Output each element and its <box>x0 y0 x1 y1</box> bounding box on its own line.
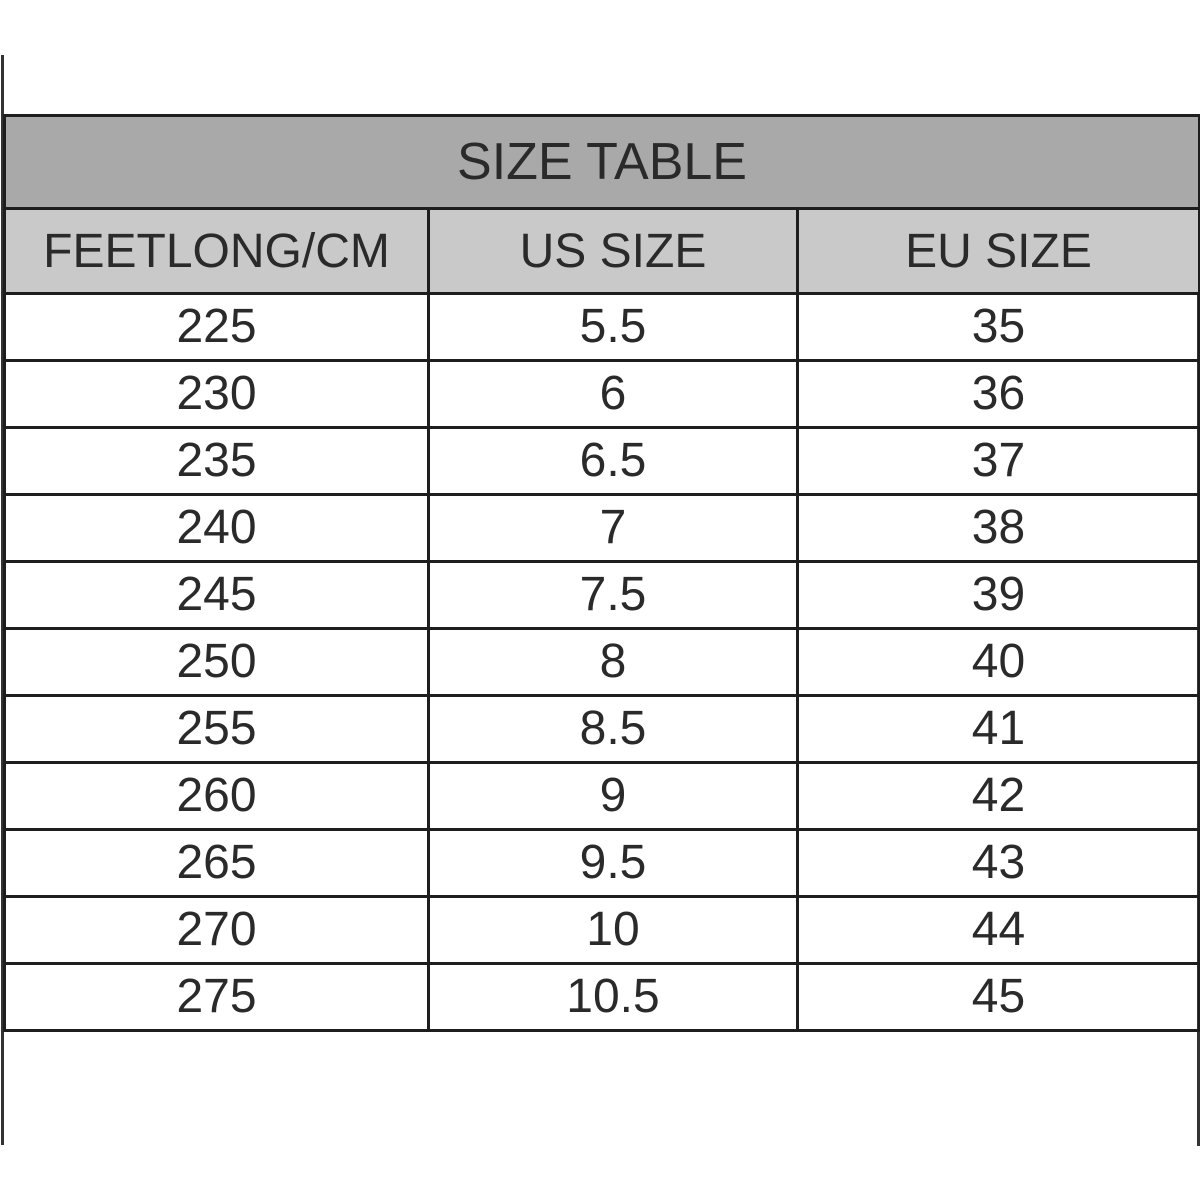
header-us-size: US SIZE <box>427 207 799 295</box>
eu-size-cell: 40 <box>796 627 1200 697</box>
left-edge-line <box>1 55 4 1145</box>
table-row: 245 7.5 39 <box>3 560 1200 630</box>
size-table: SIZE TABLE FEETLONG/CM US SIZE EU SIZE 2… <box>3 114 1200 1032</box>
table-row: 275 10.5 45 <box>3 962 1200 1032</box>
eu-size-cell: 43 <box>796 828 1200 898</box>
feetlong-cell: 265 <box>3 828 430 898</box>
feetlong-cell: 240 <box>3 493 430 563</box>
us-size-cell: 9 <box>427 761 799 831</box>
table-row: 235 6.5 37 <box>3 426 1200 496</box>
eu-size-cell: 38 <box>796 493 1200 563</box>
feetlong-cell: 230 <box>3 359 430 429</box>
eu-size-cell: 39 <box>796 560 1200 630</box>
table-row: 230 6 36 <box>3 359 1200 429</box>
header-eu-size: EU SIZE <box>796 207 1200 295</box>
table-row: 260 9 42 <box>3 761 1200 831</box>
table-row: 270 10 44 <box>3 895 1200 965</box>
feetlong-cell: 255 <box>3 694 430 764</box>
table-row: 265 9.5 43 <box>3 828 1200 898</box>
us-size-cell: 10.5 <box>427 962 799 1032</box>
us-size-cell: 7 <box>427 493 799 563</box>
feetlong-cell: 245 <box>3 560 430 630</box>
table-row: 250 8 40 <box>3 627 1200 697</box>
feetlong-cell: 250 <box>3 627 430 697</box>
us-size-cell: 6.5 <box>427 426 799 496</box>
eu-size-cell: 36 <box>796 359 1200 429</box>
us-size-cell: 8 <box>427 627 799 697</box>
table-title: SIZE TABLE <box>3 114 1200 210</box>
eu-size-cell: 37 <box>796 426 1200 496</box>
table-row: 225 5.5 35 <box>3 292 1200 362</box>
feetlong-cell: 260 <box>3 761 430 831</box>
eu-size-cell: 45 <box>796 962 1200 1032</box>
feetlong-cell: 270 <box>3 895 430 965</box>
us-size-cell: 6 <box>427 359 799 429</box>
us-size-cell: 5.5 <box>427 292 799 362</box>
us-size-cell: 10 <box>427 895 799 965</box>
eu-size-cell: 41 <box>796 694 1200 764</box>
feetlong-cell: 275 <box>3 962 430 1032</box>
feetlong-cell: 225 <box>3 292 430 362</box>
table-row: 240 7 38 <box>3 493 1200 563</box>
eu-size-cell: 35 <box>796 292 1200 362</box>
header-feetlong: FEETLONG/CM <box>3 207 430 295</box>
us-size-cell: 7.5 <box>427 560 799 630</box>
us-size-cell: 9.5 <box>427 828 799 898</box>
feetlong-cell: 235 <box>3 426 430 496</box>
table-row: 255 8.5 41 <box>3 694 1200 764</box>
eu-size-cell: 42 <box>796 761 1200 831</box>
eu-size-cell: 44 <box>796 895 1200 965</box>
us-size-cell: 8.5 <box>427 694 799 764</box>
